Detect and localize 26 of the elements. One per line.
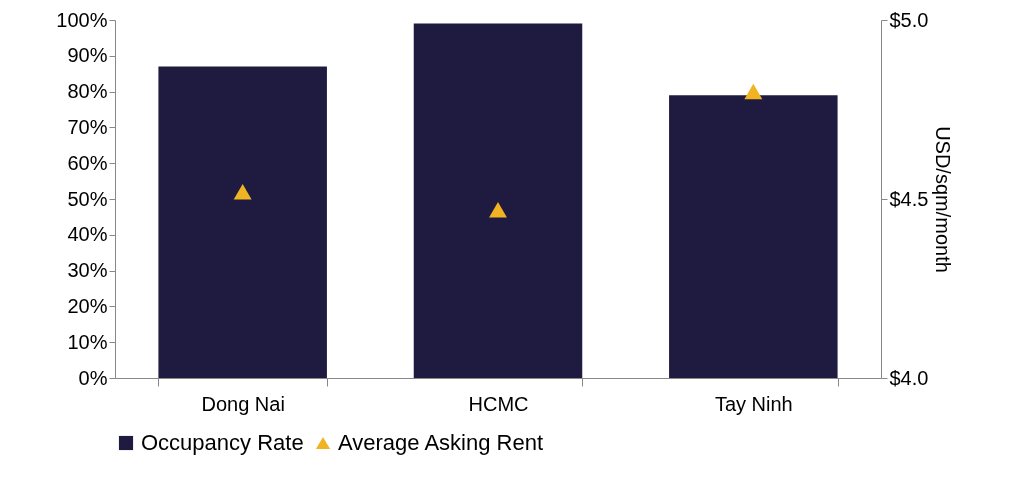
point: [233, 184, 252, 200]
point: [489, 201, 507, 218]
bar: [669, 95, 838, 378]
y-tick-label: 100%: [56, 8, 108, 31]
y-tick-label: 30%: [67, 259, 108, 282]
y2-axis-title: USD/sqm/month: [932, 126, 955, 273]
x-tick-label: Dong Nai: [201, 392, 285, 415]
y-tick-label: 80%: [67, 80, 108, 103]
y-tick-label: 90%: [67, 44, 108, 67]
y-tick-label: 70%: [67, 115, 108, 138]
bar: [158, 66, 327, 378]
y-tick-label: 0%: [78, 366, 108, 389]
y-tick-label: 10%: [67, 330, 108, 353]
legend-label: Occupancy Rate: [141, 430, 304, 455]
y2-tick-label: $4.0: [889, 366, 929, 389]
y-tick-label: 60%: [67, 151, 108, 174]
y-tick-label: 20%: [67, 294, 108, 317]
y2-tick-label: $4.5: [889, 187, 929, 210]
point: [744, 83, 763, 100]
y-tick-label: 40%: [67, 223, 108, 246]
y-tick-label: 50%: [67, 187, 108, 210]
x-tick-label: Tay Ninh: [714, 392, 793, 415]
bar: [413, 23, 583, 378]
x-tick-label: HCMC: [468, 392, 529, 415]
y2-tick-label: $5.0: [889, 8, 929, 31]
legend-label: Average Asking Rent: [338, 430, 544, 455]
